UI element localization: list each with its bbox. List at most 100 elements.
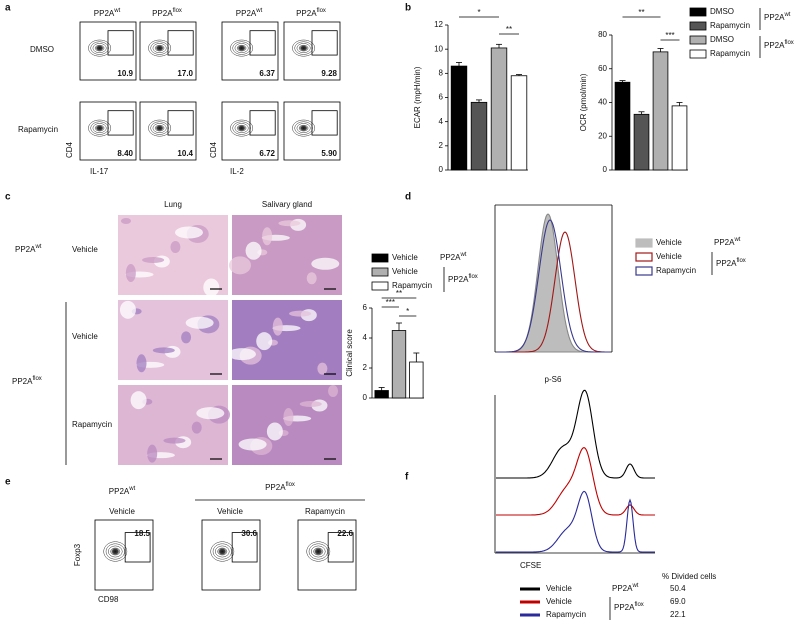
column-header-sup: wt <box>255 8 262 14</box>
legend-label: DMSO <box>710 7 734 16</box>
significance-label: * <box>406 307 409 316</box>
tissue-region <box>299 400 322 407</box>
group-label-base: PP2A <box>15 245 36 254</box>
tissue-region <box>163 437 186 444</box>
legend-label: Rapamycin <box>392 281 432 290</box>
panel-label: f <box>405 472 409 483</box>
legend-label: DMSO <box>710 35 734 44</box>
column-header: Rapamycin <box>305 507 345 516</box>
bar <box>510 75 528 171</box>
column-header: Vehicle <box>217 507 243 516</box>
tissue-region <box>306 272 317 285</box>
contour <box>90 41 109 55</box>
y-tick-label: 60 <box>598 64 607 73</box>
y-tick-label: 40 <box>598 98 607 107</box>
bar <box>490 47 508 171</box>
contour <box>230 39 254 57</box>
column-header: Vehicle <box>109 507 135 516</box>
tissue-region <box>203 278 220 297</box>
contour <box>105 543 125 560</box>
y-tick-label: 12 <box>434 20 443 29</box>
tissue-region <box>119 300 136 319</box>
tissue-region <box>227 348 256 361</box>
group-label: PP2Aflox <box>265 482 295 493</box>
contour <box>148 39 172 57</box>
x-axis-label: IL-2 <box>230 167 244 176</box>
contour <box>232 41 251 55</box>
y-tick-label: 6 <box>363 303 368 312</box>
column-header: PP2Aflox <box>296 8 326 19</box>
significance-label: ** <box>638 8 644 17</box>
panel-label: b <box>405 3 411 14</box>
contour <box>296 43 311 53</box>
column-header-base: PP2A <box>152 9 173 18</box>
gate-value: 30.6 <box>241 529 257 538</box>
tissue-region <box>185 316 214 329</box>
group-label-base: PP2A <box>265 483 286 492</box>
contour <box>108 545 123 558</box>
x-axis-label: CFSE <box>520 561 541 570</box>
tissue-region <box>181 331 192 344</box>
group-label-sup: wt <box>459 252 466 258</box>
contour <box>234 123 249 133</box>
contour <box>88 119 112 137</box>
column-header: PP2Awt <box>94 8 121 19</box>
group-label-base: PP2A <box>764 41 785 50</box>
panel-label: e <box>5 477 11 488</box>
row-label: Rapamycin <box>18 125 58 134</box>
contour <box>103 541 128 562</box>
histogram <box>496 490 655 553</box>
contour-core <box>95 44 105 52</box>
bar <box>614 81 631 171</box>
contour <box>215 545 230 558</box>
contour-core <box>237 44 247 52</box>
gate-value: 8.40 <box>117 149 133 158</box>
gate <box>167 110 194 136</box>
contour <box>88 39 112 57</box>
panel-label: c <box>5 192 11 203</box>
group-label-sup: flox <box>736 258 745 264</box>
contour-core <box>299 44 309 52</box>
gate <box>231 532 258 563</box>
group-label: PP2Awt <box>109 486 136 497</box>
contour <box>296 123 311 133</box>
tissue-region <box>289 310 312 317</box>
bar <box>633 113 650 171</box>
panel-label: d <box>405 192 411 203</box>
y-tick-label: 20 <box>598 131 607 140</box>
group-label-base: PP2A <box>716 259 737 268</box>
y-tick-label: 4 <box>363 333 368 342</box>
legend-label: Rapamycin <box>546 610 586 619</box>
legend-swatch <box>689 35 707 45</box>
group-label-base: PP2A <box>764 13 785 22</box>
contour <box>152 43 167 53</box>
contour-core <box>299 124 309 132</box>
column-header-base: PP2A <box>236 9 257 18</box>
contour-core <box>155 44 165 52</box>
group-label-base: PP2A <box>714 238 735 247</box>
significance-label: ** <box>506 25 512 34</box>
table-value: 22.1 <box>670 610 686 619</box>
column-header: PP2Awt <box>236 8 263 19</box>
gate-value: 22.6 <box>337 529 353 538</box>
legend-swatch <box>635 266 653 276</box>
tissue-region <box>170 240 181 253</box>
group-label-base: PP2A <box>614 603 635 612</box>
y-tick-label: 0 <box>439 165 444 174</box>
x-axis-label: CD98 <box>98 595 119 604</box>
group-label: PP2Awt <box>15 244 42 255</box>
y-axis-label: Clinical score <box>345 329 354 377</box>
contour <box>292 119 316 137</box>
group-label-sup: flox <box>634 602 643 608</box>
contour <box>210 541 235 562</box>
contour <box>148 119 172 137</box>
y-tick-label: 0 <box>363 393 368 402</box>
histogram <box>497 231 610 353</box>
y-axis-label: ECAR (mpH/min) <box>413 66 422 128</box>
column-header-sup: flox <box>173 8 182 14</box>
contour <box>92 43 107 53</box>
group-label-sup: wt <box>34 244 41 250</box>
gate <box>249 30 276 56</box>
tissue-region <box>196 407 225 420</box>
contour <box>311 545 326 558</box>
